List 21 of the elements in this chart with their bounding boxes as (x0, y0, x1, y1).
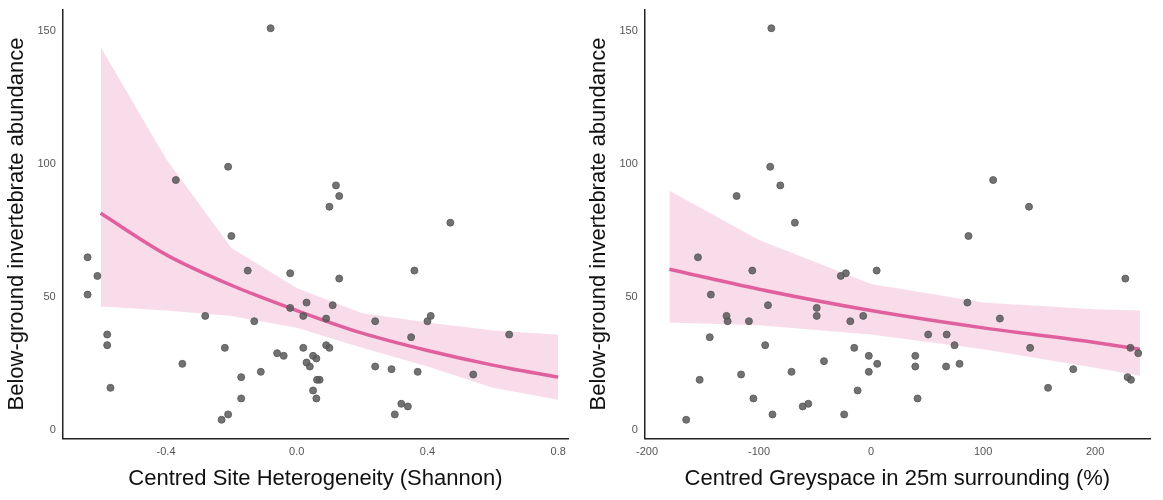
x-tick-label: 200 (1085, 445, 1105, 458)
x-tick-label: -200 (635, 445, 659, 458)
x-tick-label: -100 (748, 445, 771, 458)
y-tick-label: 50 (625, 290, 638, 303)
x-tick-label: 0.4 (419, 445, 436, 458)
y-tick-label: 0 (49, 423, 56, 436)
y-axis-title: Below-ground invertebrate abundance (585, 37, 611, 411)
x-axis-title: Centred Site Heterogeneity (Shannon) (128, 464, 503, 490)
x-axis-title: Centred Greyspace in 25m surrounding (%) (684, 464, 1111, 490)
y-tick-label: 150 (37, 23, 56, 36)
x-tick-label: -0.4 (156, 445, 176, 458)
y-tick-label: 100 (619, 157, 638, 170)
y-tick-label: 50 (43, 290, 56, 303)
y-axis-title: Below-ground invertebrate abundance (3, 37, 29, 411)
x-tick-label: 0.0 (289, 445, 305, 458)
y-tick-label: 0 (631, 423, 638, 436)
y-tick-label: 100 (37, 157, 56, 170)
x-tick-label: 100 (973, 445, 993, 458)
x-tick-label: 0 (867, 445, 875, 458)
y-tick-label: 150 (619, 23, 638, 36)
x-tick-label: 0.8 (550, 445, 566, 458)
